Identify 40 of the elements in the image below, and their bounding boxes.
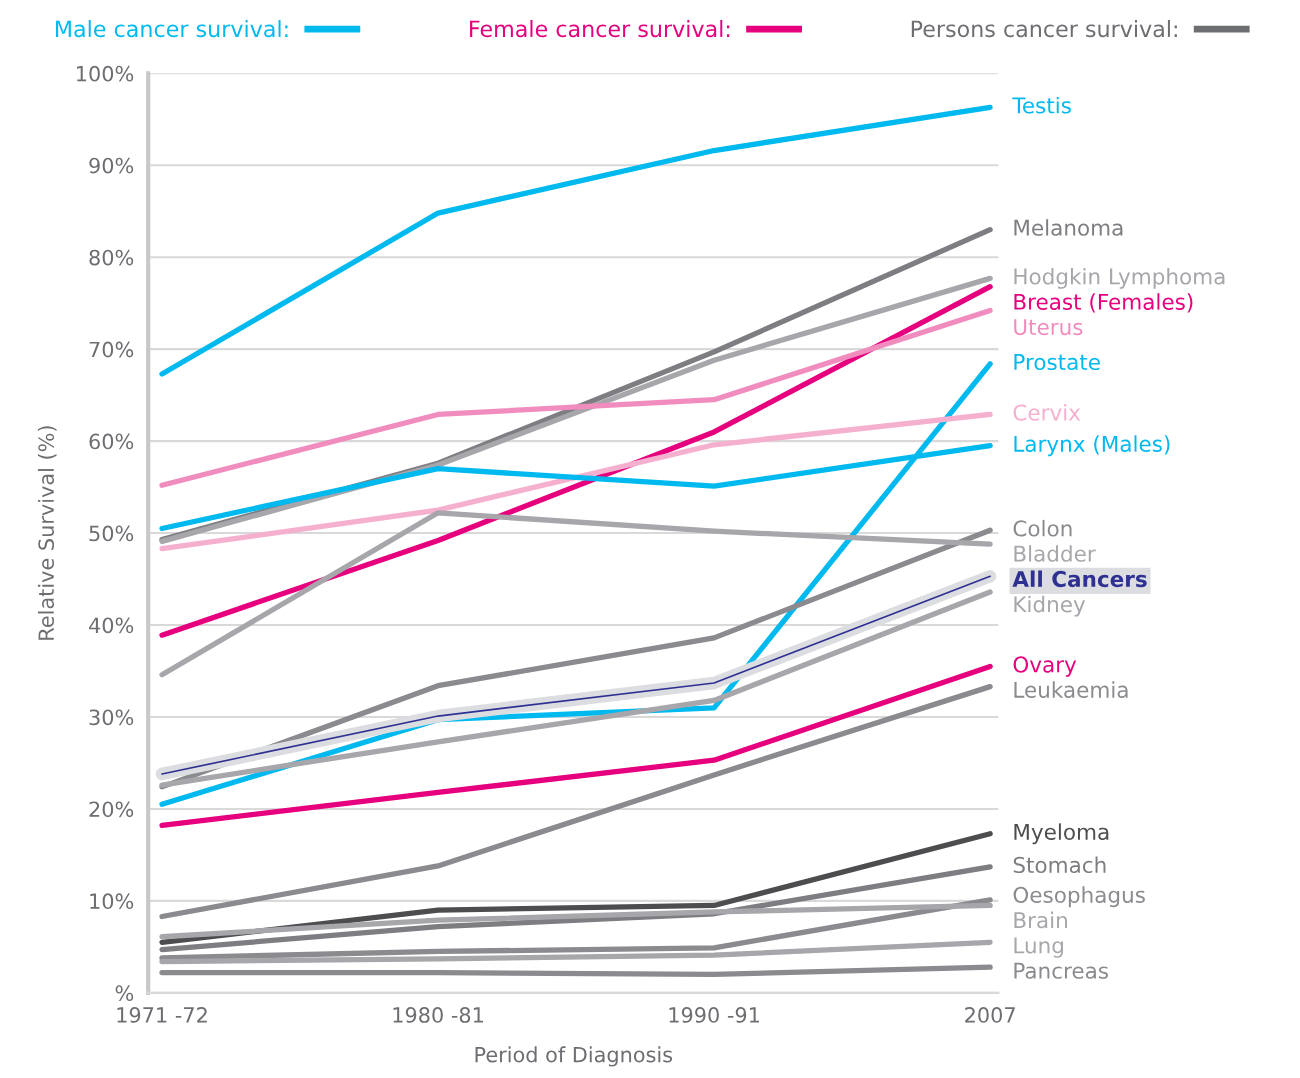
x-tick-label: 2007 — [965, 1007, 1015, 1023]
x-tick-label: 1971 -72 — [117, 1007, 207, 1023]
series-label: Prostate — [1014, 354, 1100, 371]
series-label: Breast (Females) — [1014, 293, 1193, 313]
legend-label: Persons cancer survival: — [911, 20, 1177, 38]
y-tick-label: % — [115, 985, 134, 1002]
x-axis-title: Period of Diagnosis — [475, 1046, 673, 1067]
y-tick-label: 40% — [89, 617, 134, 634]
series-label: Testis — [1012, 96, 1071, 114]
series-label: Kidney — [1014, 595, 1086, 617]
y-tick-label: 80% — [89, 249, 134, 266]
series-label: Myeloma — [1014, 823, 1109, 845]
y-tick-label: 30% — [89, 709, 134, 726]
y-axis-title: Relative Survival (%) — [37, 426, 57, 640]
y-tick-label: 100% — [77, 65, 134, 82]
legend-label: Female cancer survival: — [470, 20, 730, 38]
series-label: Uterus — [1014, 319, 1083, 336]
y-tick-label: 70% — [89, 341, 134, 358]
series-label: Cervix — [1013, 404, 1081, 421]
series-label: All Cancers — [1012, 570, 1147, 588]
series-label: Ovary — [1013, 656, 1077, 677]
series-label: Brain — [1014, 911, 1067, 929]
series-label: Colon — [1013, 519, 1072, 537]
series-label: Bladder — [1014, 545, 1096, 562]
x-tick-label: 1990 -91 — [669, 1007, 759, 1023]
series-label: Pancreas — [1014, 962, 1108, 979]
y-tick-label: 20% — [89, 801, 134, 818]
series-label: Lung — [1014, 937, 1063, 958]
series-label: Melanoma — [1014, 219, 1123, 236]
y-tick-label: 60% — [89, 433, 134, 450]
y-tick-label: 50% — [89, 525, 134, 542]
series-label: Stomach — [1013, 856, 1106, 874]
series-label: Oesophagus — [1013, 886, 1145, 908]
x-tick-label: 1980 -81 — [393, 1007, 483, 1023]
y-tick-label: 90% — [89, 157, 134, 174]
series-label: Larynx (Males) — [1014, 435, 1170, 457]
legend-label: Male cancer survival: — [56, 20, 288, 38]
series-label: Hodgkin Lymphoma — [1014, 267, 1225, 289]
y-tick-label: 10% — [90, 893, 134, 910]
series-label: Leukaemia — [1014, 681, 1128, 698]
